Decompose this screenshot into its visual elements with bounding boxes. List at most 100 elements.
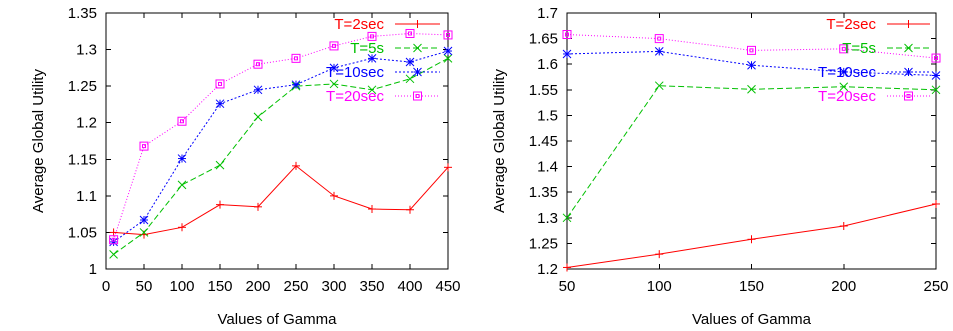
chart-right: 50 100 150 200 250 1.2 1.25 1.3 1.35 1.4 1.45 1.5 1.… [491,5,949,328]
y-tick-label: 1.05 [68,224,97,241]
x-tick-label: 150 [739,278,764,295]
data-point [216,200,224,209]
legend-marker [904,20,913,28]
data-point [931,53,941,63]
data-point [330,191,338,200]
data-point [839,221,848,230]
legend-marker [413,91,422,101]
y-tick-label: 1.15 [68,151,97,168]
data-point [292,161,300,170]
data-point [367,85,377,95]
data-point [443,53,453,63]
legend-label: T=2sec [826,16,876,33]
legend: T=2sec T=5s T=10sec T=20sec [818,16,930,105]
y-tick-label: 1.3 [76,42,97,59]
legend-marker [904,91,913,101]
data-point [654,34,664,44]
y-tick-label: 1 [89,261,97,278]
series-line-t2sec [113,165,449,236]
data-point [109,250,118,259]
legend: T=2sec T=5s T=10sec T=20sec [326,16,440,105]
data-point [291,80,301,90]
y-tick-label: 1.55 [529,82,558,99]
x-axis-title: Values of Gamma [218,311,338,328]
data-point [291,53,301,63]
data-point [443,30,453,40]
data-point [931,85,941,95]
x-tick-label: 100 [647,278,672,295]
x-tick-label: 300 [321,278,346,295]
legend-label: T=20sec [326,88,384,105]
data-point [563,263,571,272]
y-tick-label: 1.2 [537,261,558,278]
y-tick-label: 1.2 [76,115,97,132]
y-tick-label: 1.6 [537,56,558,73]
data-point [139,228,149,237]
data-point [367,31,377,41]
data-point [215,79,225,89]
data-point [405,74,415,84]
data-point [329,63,339,73]
x-tick-label: 100 [169,278,194,295]
legend-label: T=20sec [818,88,876,105]
data-point [215,99,225,109]
data-point [839,44,849,54]
data-point [139,141,149,151]
data-point [747,60,756,70]
series-line-t5s [113,57,449,255]
x-tick-label: 50 [559,278,576,295]
data-point [329,79,339,89]
legend-label: T=10sec [818,64,876,81]
y-tick-label: 1.1 [76,188,97,205]
x-tick-label: 200 [831,278,856,295]
data-point [177,154,187,163]
y-tick-label: 1.5 [537,107,558,124]
data-point [368,205,376,214]
data-point [562,213,572,223]
y-tick-label: 1.45 [529,133,558,150]
data-point [839,67,849,77]
data-point [109,228,118,237]
legend-marker [904,43,913,53]
data-point [405,28,415,38]
legend-label: T=5s [842,40,876,57]
data-point [139,215,149,225]
data-point [747,84,756,94]
data-point [747,45,756,55]
y-axis-title: Average Global Utility [30,69,47,213]
legend-marker [413,20,422,28]
data-point [406,205,414,214]
data-point [655,250,664,259]
series-line-t20sec [113,32,449,240]
x-tick-label: 250 [283,278,308,295]
data-point [405,57,415,67]
data-point [253,112,263,122]
series-line-t10sec [113,50,449,243]
legend-marker [413,67,422,77]
y-tick-label: 1.7 [537,5,558,22]
data-point [254,202,262,211]
data-point [562,30,572,40]
data-point [329,41,339,51]
data-point [177,180,187,190]
data-point [932,199,940,208]
y-tick-label: 1.25 [529,235,558,252]
x-tick-label: 50 [136,278,153,295]
x-tick-label: 400 [397,278,422,295]
data-point [931,71,941,80]
data-point [443,46,453,56]
data-point [178,223,186,232]
plot-frame [105,12,449,270]
legend-label: T=5s [350,40,384,57]
y-axis-title: Average Global Utility [491,69,508,213]
x-axis-title: Values of Gamma [692,311,812,328]
data-point [654,81,664,91]
y-tick-label: 1.4 [537,159,558,176]
data-point [839,82,849,92]
legend-marker [413,43,422,53]
x-tick-label: 250 [923,278,948,295]
data-point [253,85,263,95]
data-point [444,163,452,172]
x-tick-label: 450 [435,278,460,295]
